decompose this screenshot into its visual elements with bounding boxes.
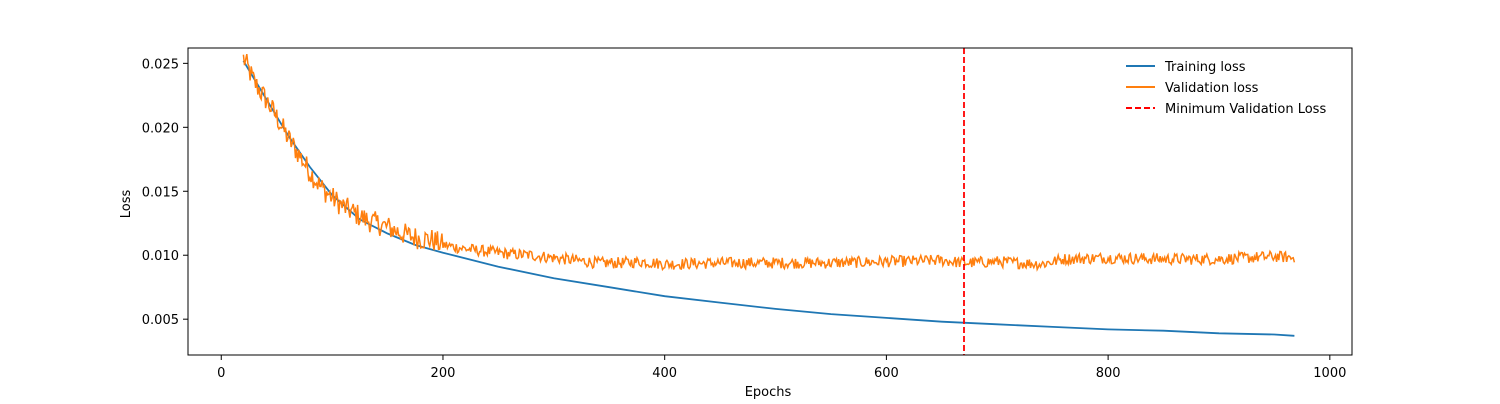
legend-label-training-loss: Training loss — [1164, 60, 1246, 75]
legend: Training loss Validation loss Minimum Va… — [1126, 60, 1326, 117]
x-tick-label: 0 — [217, 366, 225, 381]
y-tick-label: 0.020 — [142, 121, 179, 136]
x-tick-label: 600 — [874, 366, 899, 381]
x-tick-label: 200 — [431, 366, 456, 381]
axes-frame — [187, 47, 1353, 356]
series-line-validation-loss — [242, 53, 1296, 272]
y-axis-label: Loss — [119, 190, 134, 219]
x-axis-label: Epochs — [745, 385, 792, 400]
plot-area — [188, 48, 1352, 355]
axes-layer: 0 200 400 600 800 1000 0.005 0.010 0.015 0.020 0.0… — [142, 47, 1353, 381]
x-tick-label: 1000 — [1313, 366, 1346, 381]
legend-label-validation-loss: Validation loss — [1165, 81, 1259, 96]
series-layer — [242, 48, 1296, 355]
y-tick-label: 0.015 — [142, 185, 179, 200]
y-tick-label: 0.025 — [142, 57, 179, 72]
y-tick-label: 0.010 — [142, 249, 179, 264]
y-tick-label: 0.005 — [142, 313, 179, 328]
x-tick-label: 800 — [1096, 366, 1121, 381]
x-tick-label: 400 — [652, 366, 677, 381]
legend-label-min-val-loss: Minimum Validation Loss — [1165, 102, 1326, 117]
